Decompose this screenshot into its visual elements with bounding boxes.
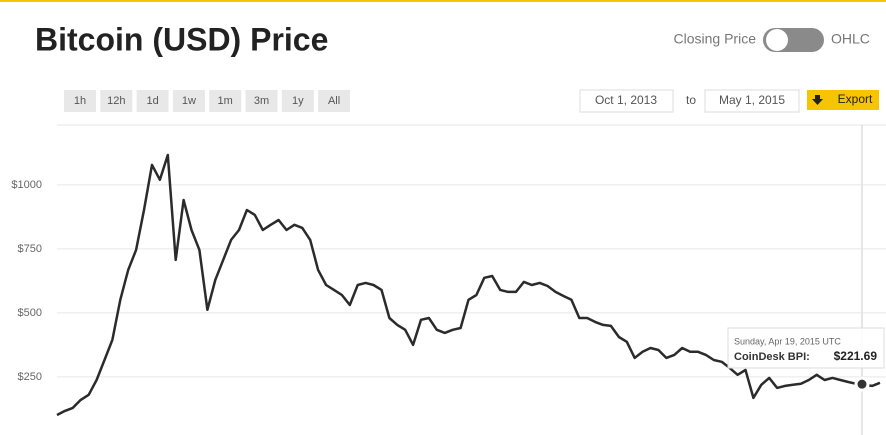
range-label[interactable]: 1m — [218, 95, 233, 107]
y-tick-label: $250 — [18, 371, 42, 383]
export-icon — [812, 95, 823, 105]
date-separator: to — [686, 93, 696, 107]
range-button[interactable] — [281, 90, 314, 112]
export-button[interactable] — [807, 90, 879, 110]
tooltip-marker — [854, 376, 870, 392]
top-border — [0, 0, 886, 2]
date-input[interactable] — [579, 89, 674, 113]
range-label[interactable]: 1h — [74, 95, 86, 107]
range-button[interactable] — [136, 90, 169, 112]
title: Bitcoin (USD) Price — [35, 21, 328, 57]
date-input[interactable] — [704, 89, 800, 113]
tooltip-value: $221.69 — [834, 349, 878, 363]
range-label[interactable]: 1d — [146, 95, 158, 107]
date-to[interactable]: May 1, 2015 — [719, 93, 785, 107]
range-button[interactable] — [318, 90, 351, 112]
y-tick-label: $500 — [18, 307, 42, 319]
range-button[interactable] — [100, 90, 133, 112]
range-button[interactable] — [172, 90, 205, 112]
range-button[interactable] — [245, 90, 278, 112]
range-label[interactable]: 1y — [292, 95, 304, 107]
toggle-label[interactable]: OHLC — [831, 31, 870, 47]
export-label[interactable]: Export — [838, 92, 873, 106]
y-tick-label: $750 — [18, 243, 42, 255]
range-label[interactable]: 1w — [182, 95, 196, 107]
range-label[interactable]: 12h — [107, 95, 125, 107]
tooltip-label: CoinDesk BPI: — [734, 351, 810, 363]
date-from[interactable]: Oct 1, 2013 — [595, 93, 657, 107]
range-button[interactable] — [209, 90, 242, 112]
price-line — [56, 153, 881, 417]
tooltip — [727, 327, 885, 369]
toggle-label[interactable]: Closing Price — [674, 31, 757, 47]
tooltip-date: Sunday, Apr 19, 2015 UTC — [734, 336, 841, 346]
range-label[interactable]: All — [328, 95, 340, 107]
toggle-knob[interactable] — [766, 29, 788, 51]
y-tick-label: $1000 — [11, 179, 42, 191]
range-button[interactable] — [64, 90, 96, 112]
range-label[interactable]: 3m — [254, 95, 269, 107]
